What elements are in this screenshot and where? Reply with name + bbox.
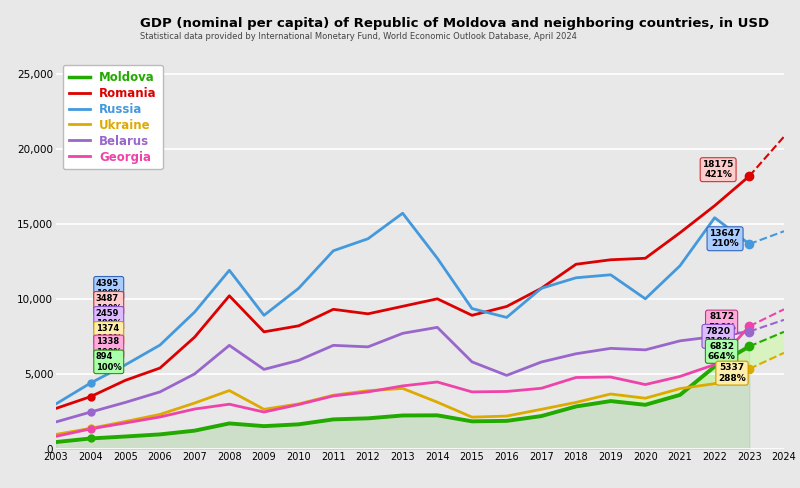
- Text: 7820
218%: 7820 218%: [704, 326, 732, 346]
- Text: 8172
510%: 8172 510%: [708, 312, 735, 332]
- Text: 4395
100%: 4395 100%: [96, 279, 122, 298]
- Text: 3487
100%: 3487 100%: [96, 294, 122, 313]
- Text: 13647
210%: 13647 210%: [710, 229, 741, 248]
- Polygon shape: [610, 332, 784, 405]
- Text: GDP (nominal per capita) of Republic of Moldova and neighboring countries, in US: GDP (nominal per capita) of Republic of …: [140, 17, 769, 30]
- Text: 18175
421%: 18175 421%: [702, 160, 734, 180]
- Text: Statistical data provided by International Monetary Fund, World Economic Outlook: Statistical data provided by Internation…: [140, 32, 577, 41]
- Text: 6832
664%: 6832 664%: [708, 342, 735, 361]
- Text: 1374
100%: 1374 100%: [96, 324, 122, 343]
- Text: 5337
288%: 5337 288%: [718, 364, 746, 383]
- Legend: Moldova, Romania, Russia, Ukraine, Belarus, Georgia: Moldova, Romania, Russia, Ukraine, Belar…: [62, 65, 162, 169]
- Text: 2459
100%: 2459 100%: [96, 308, 122, 328]
- Text: 1338
100%: 1338 100%: [96, 337, 122, 357]
- Text: 894
100%: 894 100%: [96, 352, 122, 371]
